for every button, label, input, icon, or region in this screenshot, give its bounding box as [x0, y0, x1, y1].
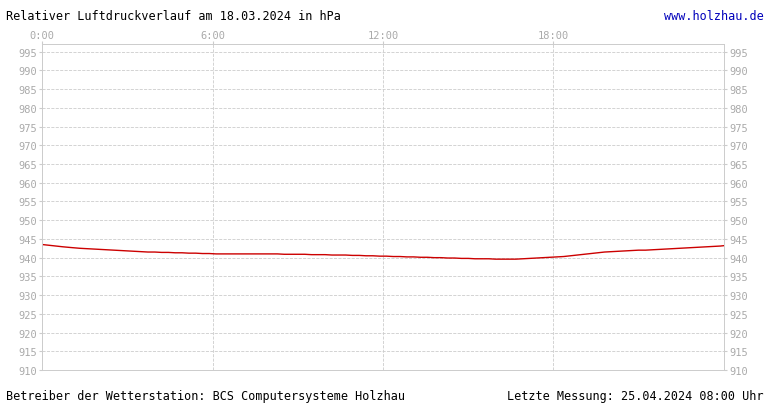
- Text: Letzte Messung: 25.04.2024 08:00 Uhr: Letzte Messung: 25.04.2024 08:00 Uhr: [507, 389, 764, 402]
- Text: Betreiber der Wetterstation: BCS Computersysteme Holzhau: Betreiber der Wetterstation: BCS Compute…: [6, 389, 405, 402]
- Text: www.holzhau.de: www.holzhau.de: [664, 10, 764, 23]
- Text: Relativer Luftdruckverlauf am 18.03.2024 in hPa: Relativer Luftdruckverlauf am 18.03.2024…: [6, 10, 341, 23]
